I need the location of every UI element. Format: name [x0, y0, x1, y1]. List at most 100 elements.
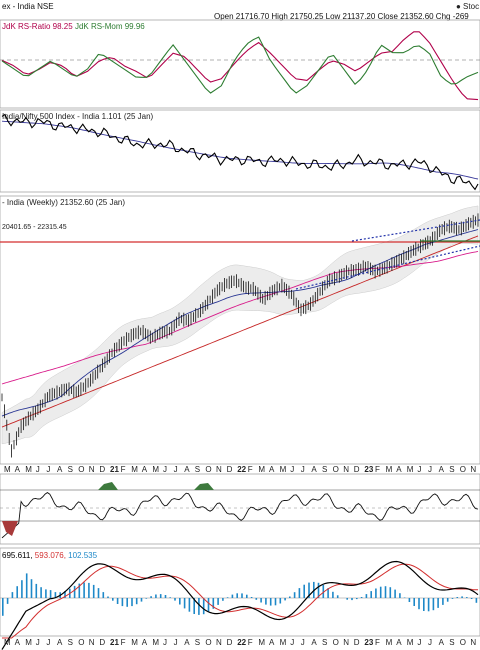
macd-histogram-bar: [64, 591, 66, 598]
x-tick-label: N: [343, 465, 349, 474]
x-tick-label: F: [121, 465, 126, 474]
macd-histogram-bar: [274, 598, 277, 606]
x-tick-label: 21: [110, 465, 119, 474]
macd-histogram-bar: [418, 598, 420, 610]
macd-histogram-bar: [293, 592, 296, 598]
x-tick-label: N: [470, 638, 476, 647]
x-tick-label: J: [36, 465, 40, 474]
x-tick-label: O: [333, 638, 339, 647]
upper-trendline: [351, 219, 480, 242]
x-tick-label: J: [174, 465, 178, 474]
x-tick-label: M: [131, 465, 138, 474]
x-tick-label: J: [163, 465, 167, 474]
x-tick-label: N: [216, 465, 222, 474]
macd-histogram-bar: [179, 598, 181, 605]
x-tick-label: A: [57, 465, 63, 474]
macd-histogram-bar: [116, 598, 119, 604]
brand-logo: ● Stoc: [456, 2, 479, 11]
x-tick-label: J: [301, 638, 305, 647]
macd-histogram-bar: [145, 598, 148, 599]
x-tick-label: M: [152, 638, 159, 647]
macd-histogram-bar: [289, 596, 291, 598]
x-tick-label: O: [205, 638, 211, 647]
macd-histogram-bar: [255, 598, 258, 600]
macd-histogram-bar: [159, 594, 162, 598]
x-tick-label: A: [15, 638, 21, 647]
macd-histogram-bar: [222, 598, 224, 601]
x-tick-label: M: [407, 638, 414, 647]
x-tick-label: M: [4, 465, 11, 474]
x-tick-label: F: [248, 638, 253, 647]
rsi-overbought-fill: [98, 482, 118, 490]
macd-histogram-bar: [212, 598, 215, 609]
macd-histogram-bar: [45, 589, 47, 598]
relative-label: India/Nifty 500 Index - India 1.101 (25 …: [2, 112, 154, 121]
x-tick-label: M: [407, 465, 414, 474]
x-tick-label: J: [46, 638, 50, 647]
x-tick-label: M: [25, 638, 32, 647]
macd-histogram-bar: [269, 598, 272, 606]
macd-histogram-bar: [442, 598, 444, 605]
macd-histogram-bar: [40, 587, 42, 598]
rsi-overbought-fill: [194, 483, 214, 490]
x-tick-label: 21: [110, 638, 119, 647]
price-label: - India (Weekly) 21352.60 (25 Jan): [2, 198, 125, 207]
chart-title: ex - India NSE: [2, 2, 54, 11]
macd-histogram-bar: [332, 591, 334, 598]
macd-histogram-bar: [360, 597, 363, 598]
x-tick-label: J: [428, 638, 432, 647]
x-tick-label: M: [258, 638, 265, 647]
macd-histogram-bar: [207, 598, 210, 613]
macd-histogram-bar: [375, 588, 377, 598]
rs-mom-label: JdK RS-Mom 99.96: [75, 22, 145, 31]
x-tick-label: A: [311, 465, 317, 474]
series-rs-ratio-line: [1, 31, 479, 101]
macd-histogram-bar: [174, 598, 176, 601]
macd-histogram-bar: [25, 573, 28, 598]
macd-histogram-bar: [298, 588, 301, 598]
macd-histogram-bar: [54, 592, 57, 598]
x-tick-label: M: [131, 638, 138, 647]
macd-histogram-bar: [327, 588, 329, 598]
macd-histogram-bar: [322, 585, 325, 598]
macd-histogram-bar: [475, 598, 478, 603]
macd-histogram-bar: [236, 593, 238, 598]
macd-histogram-bar: [49, 590, 52, 598]
macd-histogram-bar: [403, 597, 406, 598]
macd-histogram-bar: [370, 591, 372, 598]
series-long-term-ma-line: [1, 235, 479, 428]
x-tick-label: F: [375, 638, 380, 647]
macd-histogram-bar: [317, 582, 320, 598]
x-tick-label: M: [258, 465, 265, 474]
x-tick-label: S: [195, 465, 200, 474]
support-trendline: [295, 245, 480, 290]
macd-histogram-bar: [21, 580, 23, 598]
x-tick-label: J: [290, 465, 294, 474]
x-tick-label: M: [25, 465, 32, 474]
x-tick-label: J: [163, 638, 167, 647]
x-tick-label: M: [280, 465, 287, 474]
macd-histogram-bar: [102, 592, 105, 598]
macd-histogram-bar: [279, 598, 282, 604]
x-tick-label: S: [195, 638, 200, 647]
macd-histogram-bar: [384, 586, 387, 598]
macd-histogram-bar: [365, 594, 368, 598]
x-tick-label: D: [227, 638, 233, 647]
rsi-panel: [0, 473, 480, 545]
macd-histogram-bar: [432, 598, 435, 611]
ohlc-readout: Open 21716.70 High 21750.25 Low 21137.20…: [214, 12, 469, 21]
macd-histogram-bar: [2, 598, 4, 616]
x-tick-label: M: [386, 465, 393, 474]
x-tick-label: J: [417, 638, 421, 647]
series-rsi-line: [1, 492, 479, 539]
x-tick-label: A: [269, 638, 275, 647]
macd-histogram-bar: [356, 598, 358, 600]
macd-histogram-bar: [11, 592, 14, 598]
x-tick-label: A: [311, 638, 317, 647]
macd-histogram-bar: [35, 583, 38, 598]
x-tick-label: S: [322, 638, 327, 647]
price-bars: [1, 213, 479, 458]
series-macd-line: [1, 560, 479, 650]
x-tick-label: N: [470, 465, 476, 474]
x-tick-label: A: [439, 638, 445, 647]
